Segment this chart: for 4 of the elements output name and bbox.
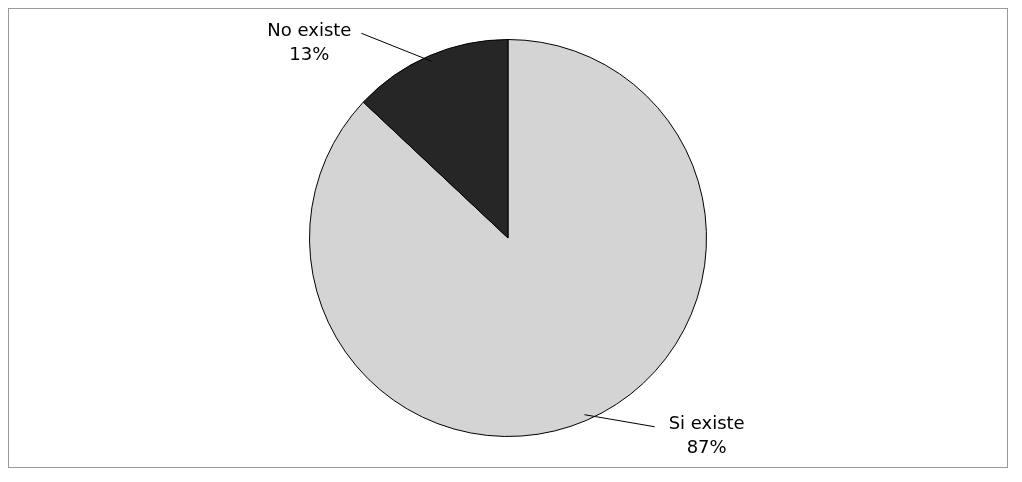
slice-label: No existe <box>267 18 352 40</box>
slice-label: Si existe <box>668 412 745 434</box>
data-label: 13% <box>289 42 330 64</box>
data-label: 87% <box>686 436 727 458</box>
